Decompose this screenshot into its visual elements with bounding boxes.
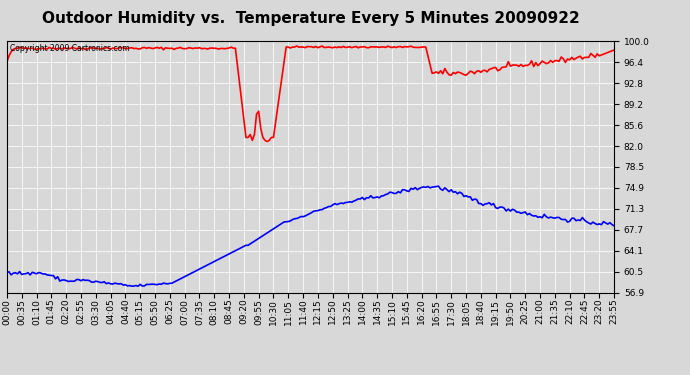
Text: Copyright 2009 Cartronics.com: Copyright 2009 Cartronics.com (10, 44, 130, 53)
Text: Outdoor Humidity vs.  Temperature Every 5 Minutes 20090922: Outdoor Humidity vs. Temperature Every 5… (41, 11, 580, 26)
